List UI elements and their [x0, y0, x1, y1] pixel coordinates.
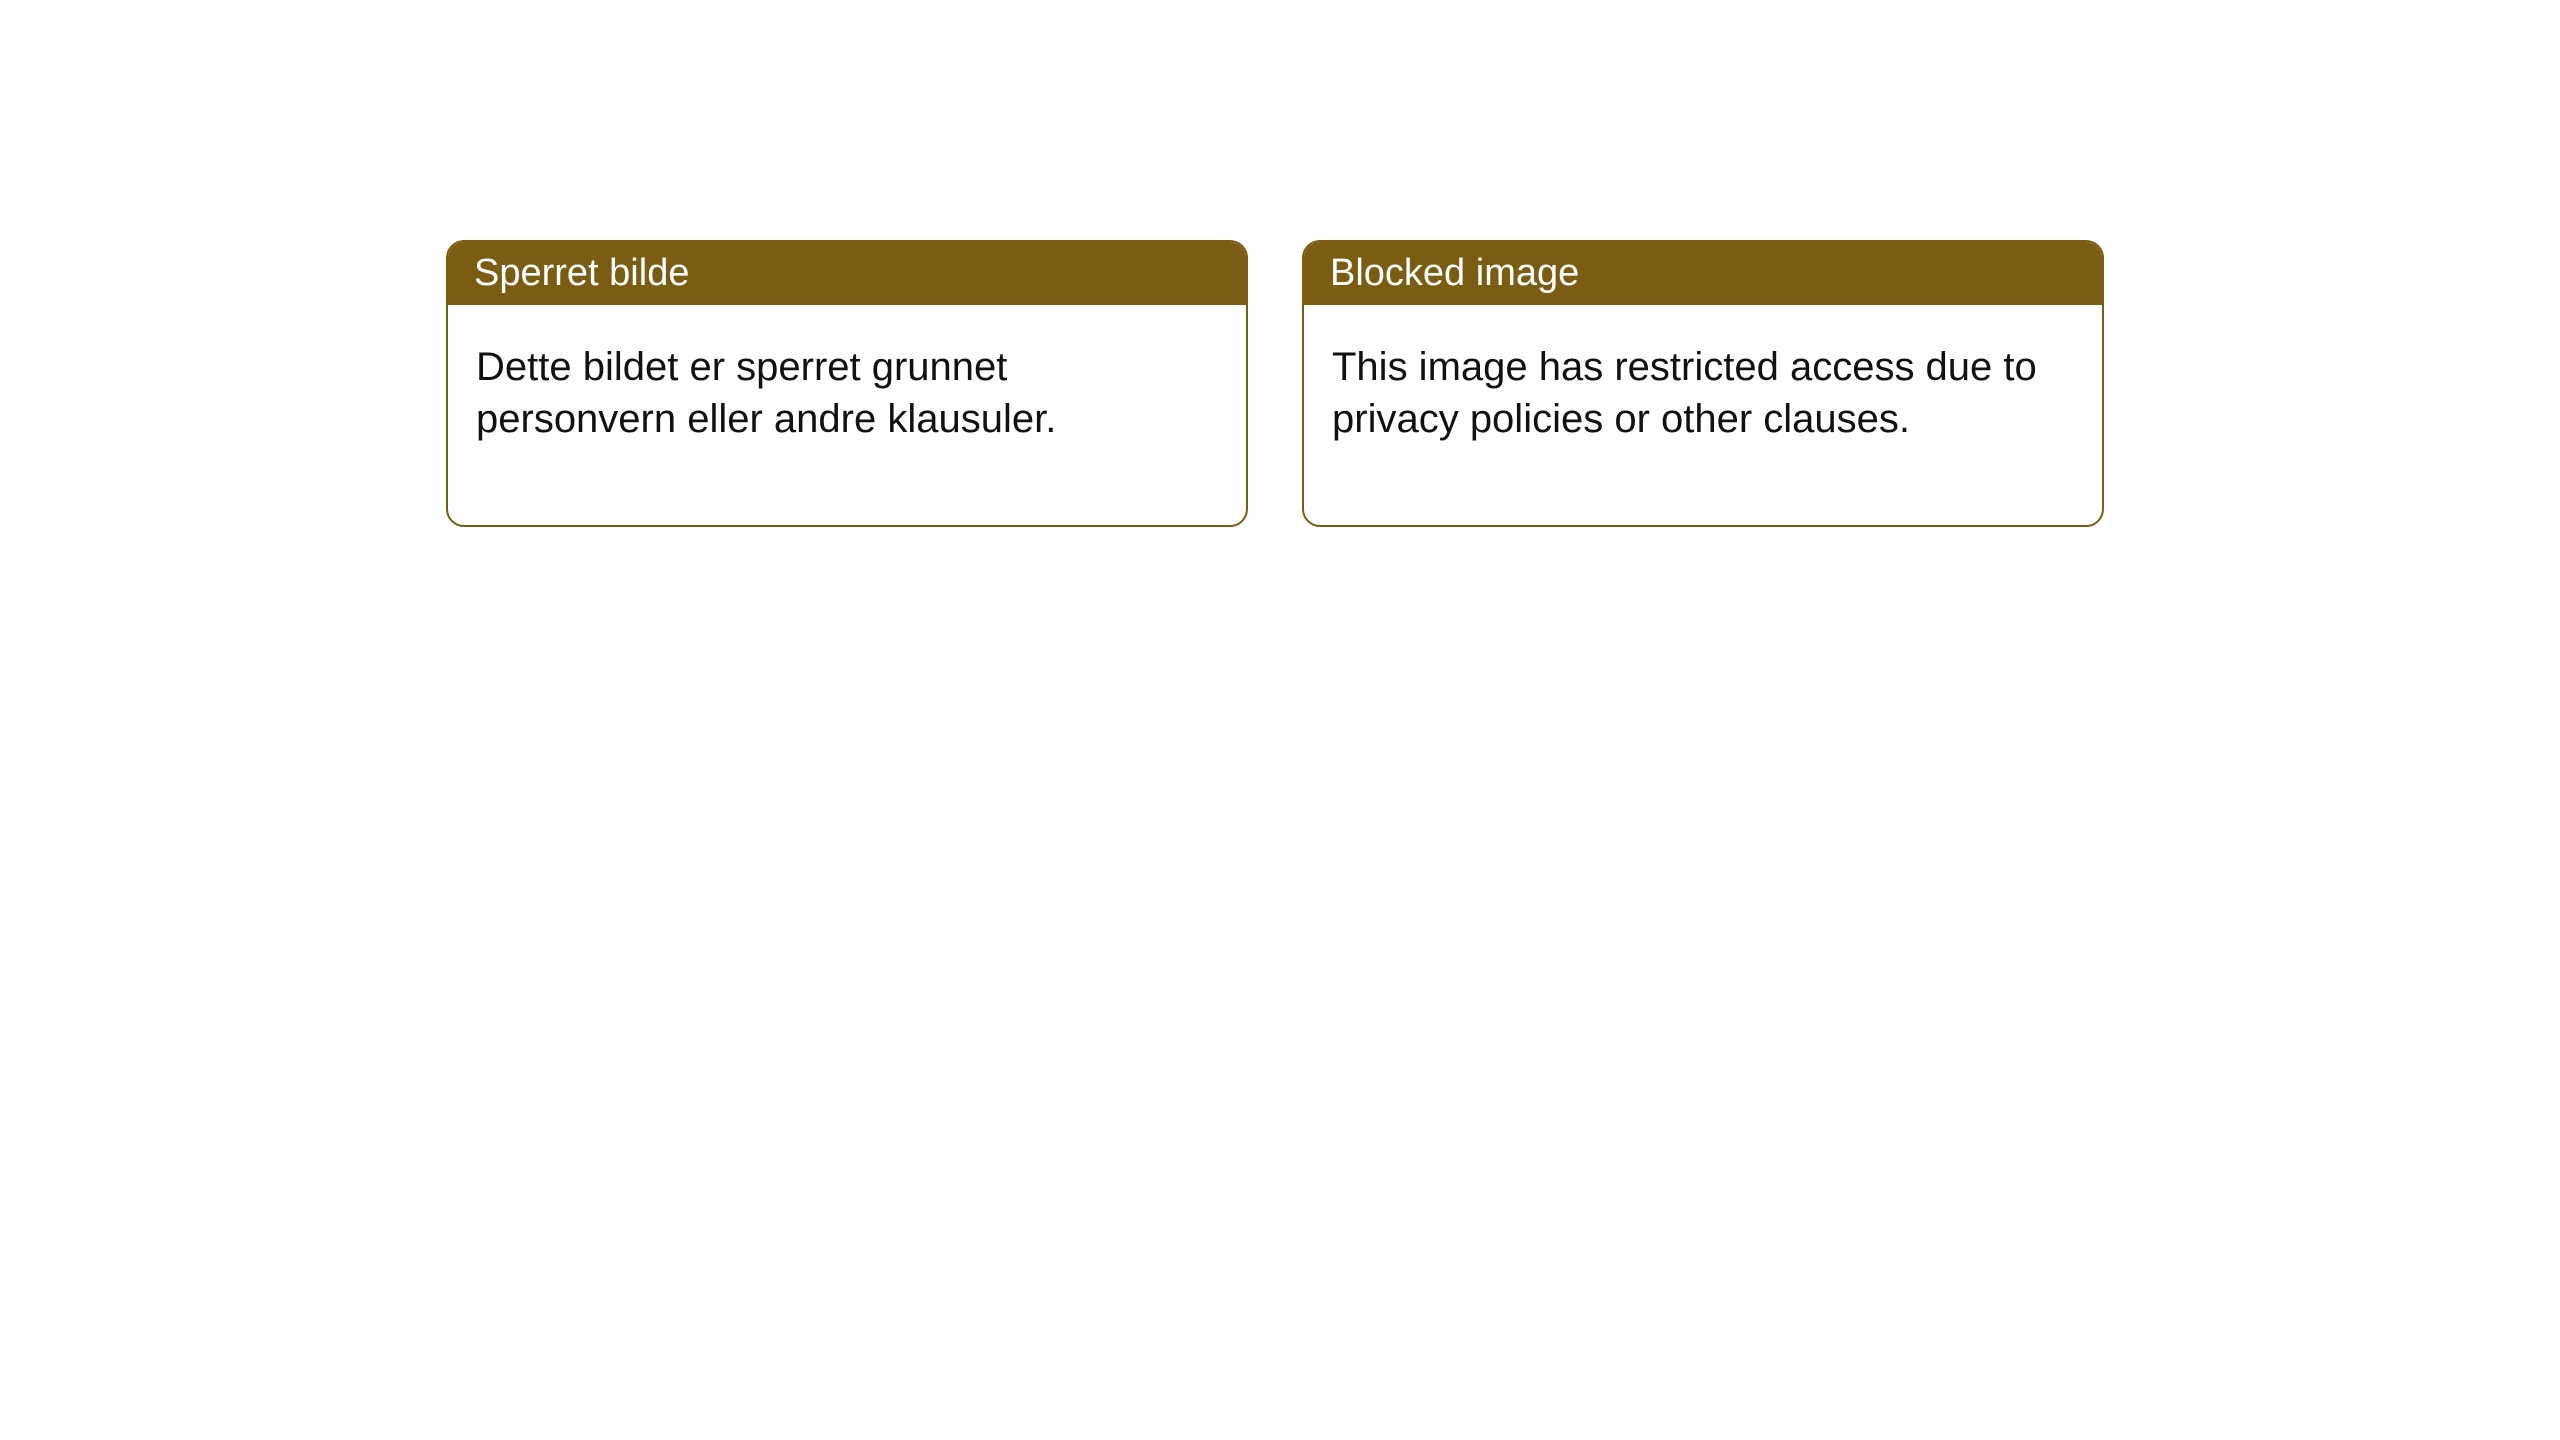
- card-header-text: Sperret bilde: [474, 252, 689, 294]
- card-body-norwegian: Dette bildet er sperret grunnet personve…: [448, 305, 1246, 525]
- card-header-norwegian: Sperret bilde: [448, 242, 1246, 305]
- card-header-text: Blocked image: [1330, 252, 1579, 294]
- notice-card-english: Blocked image This image has restricted …: [1302, 240, 2104, 527]
- notice-card-norwegian: Sperret bilde Dette bildet er sperret gr…: [446, 240, 1248, 527]
- card-header-english: Blocked image: [1304, 242, 2102, 305]
- card-body-text: This image has restricted access due to …: [1332, 345, 2037, 441]
- card-body-text: Dette bildet er sperret grunnet personve…: [476, 345, 1056, 441]
- card-body-english: This image has restricted access due to …: [1304, 305, 2102, 525]
- notice-container: Sperret bilde Dette bildet er sperret gr…: [0, 0, 2560, 527]
